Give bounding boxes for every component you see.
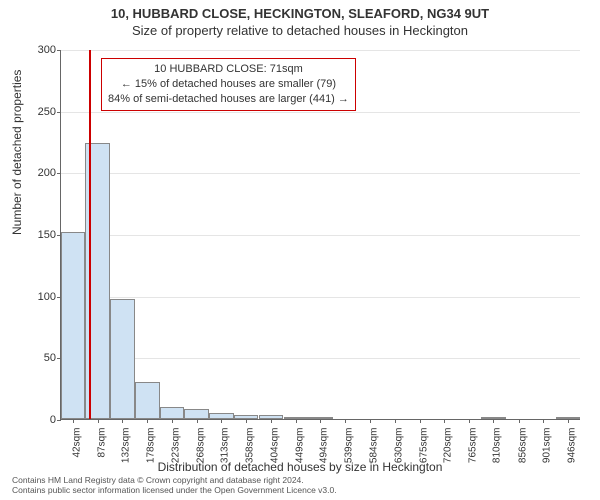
x-tick-label: 810sqm — [492, 428, 503, 488]
x-tick-label: 765sqm — [467, 428, 478, 488]
grid-line — [61, 235, 580, 236]
histogram-bar — [184, 409, 209, 419]
footer-attribution: Contains HM Land Registry data © Crown c… — [12, 475, 337, 496]
footer-line2: Contains public sector information licen… — [12, 485, 337, 496]
histogram-bar — [135, 382, 160, 419]
histogram-bar — [160, 407, 185, 419]
x-tick-label: 584sqm — [368, 428, 379, 488]
chart-title-line1: 10, HUBBARD CLOSE, HECKINGTON, SLEAFORD,… — [0, 0, 600, 21]
grid-line — [61, 358, 580, 359]
grid-line — [61, 50, 580, 51]
plot-area: 05010015020025030042sqm87sqm132sqm178sqm… — [60, 50, 580, 420]
y-tick-label: 150 — [26, 229, 56, 241]
histogram-bar — [61, 232, 86, 419]
annotation-line2: ← 15% of detached houses are smaller (79… — [108, 77, 349, 92]
x-tick-mark — [221, 419, 222, 423]
x-tick-label: 856sqm — [517, 428, 528, 488]
x-tick-mark — [370, 419, 371, 423]
annotation-line1: 10 HUBBARD CLOSE: 71sqm — [108, 62, 349, 77]
x-tick-mark — [493, 419, 494, 423]
annotation-box: 10 HUBBARD CLOSE: 71sqm← 15% of detached… — [101, 58, 356, 111]
x-tick-mark — [420, 419, 421, 423]
x-tick-label: 539sqm — [344, 428, 355, 488]
grid-line — [61, 173, 580, 174]
x-tick-mark — [320, 419, 321, 423]
x-tick-mark — [469, 419, 470, 423]
x-tick-mark — [519, 419, 520, 423]
x-tick-mark — [444, 419, 445, 423]
x-tick-label: 630sqm — [393, 428, 404, 488]
x-axis-title: Distribution of detached houses by size … — [0, 460, 600, 474]
x-tick-mark — [395, 419, 396, 423]
annotation-line3: 84% of semi-detached houses are larger (… — [108, 92, 349, 107]
x-tick-mark — [296, 419, 297, 423]
x-tick-label: 946sqm — [566, 428, 577, 488]
x-tick-mark — [73, 419, 74, 423]
x-tick-mark — [197, 419, 198, 423]
y-tick-label: 250 — [26, 106, 56, 118]
property-marker-line — [89, 50, 91, 419]
chart-title-line2: Size of property relative to detached ho… — [0, 21, 600, 38]
x-tick-mark — [271, 419, 272, 423]
x-tick-mark — [147, 419, 148, 423]
grid-line — [61, 297, 580, 298]
x-tick-mark — [98, 419, 99, 423]
x-tick-mark — [543, 419, 544, 423]
x-tick-mark — [122, 419, 123, 423]
y-tick-mark — [57, 50, 61, 51]
grid-line — [61, 112, 580, 113]
histogram-bar — [110, 299, 135, 419]
y-tick-label: 300 — [26, 44, 56, 56]
x-tick-label: 720sqm — [443, 428, 454, 488]
x-tick-mark — [568, 419, 569, 423]
chart-area: 05010015020025030042sqm87sqm132sqm178sqm… — [60, 50, 580, 420]
y-axis-title: Number of detached properties — [10, 70, 24, 235]
y-tick-label: 100 — [26, 291, 56, 303]
x-tick-mark — [345, 419, 346, 423]
footer-line1: Contains HM Land Registry data © Crown c… — [12, 475, 337, 486]
y-tick-mark — [57, 173, 61, 174]
x-tick-mark — [246, 419, 247, 423]
y-tick-mark — [57, 420, 61, 421]
x-tick-label: 675sqm — [418, 428, 429, 488]
x-tick-label: 901sqm — [542, 428, 553, 488]
y-tick-label: 0 — [26, 414, 56, 426]
y-tick-label: 200 — [26, 167, 56, 179]
y-tick-label: 50 — [26, 352, 56, 364]
y-tick-mark — [57, 112, 61, 113]
x-tick-mark — [172, 419, 173, 423]
